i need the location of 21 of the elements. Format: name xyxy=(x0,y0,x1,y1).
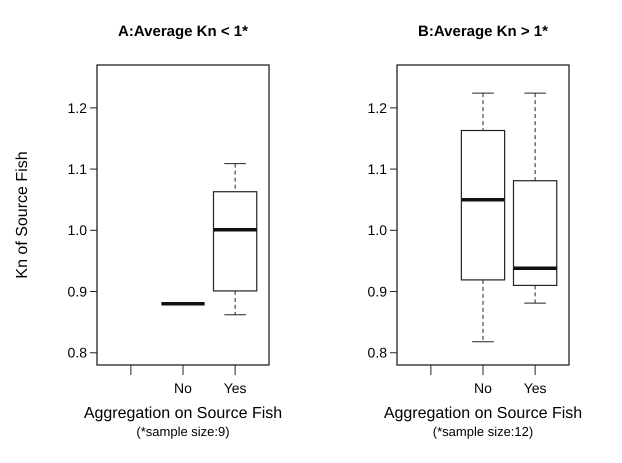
y-tick-label: 1.2 xyxy=(68,100,88,116)
text: (*sample size:9) xyxy=(136,424,230,439)
chart-title: B:Average Kn > 1* xyxy=(418,23,548,40)
y-tick-label: 1.2 xyxy=(368,100,388,116)
y-tick-label: 1.0 xyxy=(368,222,388,238)
y-tick-label: 0.9 xyxy=(368,283,388,300)
y-tick-label: 0.8 xyxy=(368,344,388,361)
chart-title: A:Average Kn < 1* xyxy=(118,23,248,40)
text: (*sample size:12) xyxy=(432,424,534,439)
y-tick-label: 1.1 xyxy=(68,160,88,177)
y-tick-label: 0.8 xyxy=(68,344,88,361)
x-axis-title: Aggregation on Source Fish xyxy=(84,405,282,422)
x-tick-label: No xyxy=(174,380,192,396)
x-axis-title: Aggregation on Source Fish xyxy=(384,405,582,422)
x-tick-label: No xyxy=(474,380,492,396)
y-tick-label: 1.0 xyxy=(68,222,88,238)
y-tick-label: 0.9 xyxy=(68,283,88,300)
y-axis-title: Kn of Source Fish xyxy=(14,151,31,279)
y-tick-label: 1.1 xyxy=(368,160,388,177)
x-tick-label: Yes xyxy=(224,380,247,396)
x-tick-label: Yes xyxy=(524,380,547,396)
